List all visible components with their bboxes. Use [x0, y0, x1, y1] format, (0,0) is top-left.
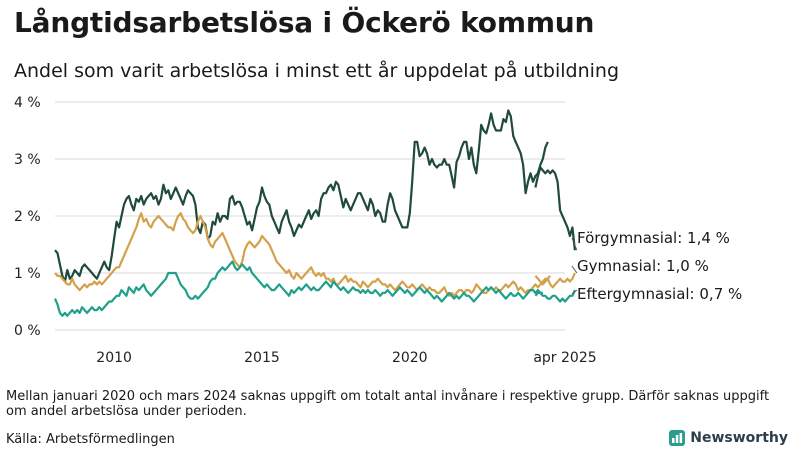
label-connector: [571, 265, 578, 274]
chart-title: Långtidsarbetslösa i Öckerö kommun: [14, 6, 595, 39]
series-line-eftergymnasial: [53, 260, 543, 317]
source-text: Källa: Arbetsförmedlingen: [6, 432, 175, 447]
footnote: Mellan januari 2020 och mars 2024 saknas…: [6, 389, 770, 419]
x-tick-label: 2015: [244, 350, 280, 366]
series-end-label: Gymnasial: 1,0 %: [577, 257, 709, 275]
chart-series: [53, 109, 576, 317]
series-end-label: Eftergymnasial: 0,7 %: [577, 285, 742, 303]
chart-subtitle: Andel som varit arbetslösa i minst ett å…: [14, 60, 620, 82]
x-tick-label: apr 2025: [533, 350, 596, 366]
brand-name: Newsworthy: [690, 430, 788, 446]
series-end-label: Förgymnasial: 1,4 %: [577, 229, 730, 247]
y-tick-label: 4 %: [14, 95, 41, 111]
y-tick-label: 3 %: [14, 152, 41, 168]
x-tick-label: 2010: [96, 350, 132, 366]
series-line-förgymnasial: [534, 166, 576, 251]
y-axis: 0 % 1 % 2 % 3 % 4 %: [14, 95, 41, 339]
series-line-gymnasial: [54, 212, 552, 297]
y-tick-label: 2 %: [14, 209, 41, 225]
brand-logo[interactable]: Newsworthy: [669, 430, 788, 446]
chart-grid: [55, 101, 565, 331]
series-line-förgymnasial: [54, 109, 549, 283]
y-tick-label: 1 %: [14, 266, 41, 282]
y-tick-label: 0 %: [14, 323, 41, 339]
x-tick-label: 2020: [392, 350, 428, 366]
label-connector: [571, 237, 578, 251]
newsworthy-logo-icon: [669, 430, 686, 446]
series-line-gymnasial: [534, 272, 576, 289]
label-connector: [571, 289, 578, 295]
series-line-eftergymnasial: [534, 289, 576, 303]
series-end-labels: Förgymnasial: 1,4 % Gymnasial: 1,0 % Efter…: [571, 229, 742, 303]
x-axis: 2010 2015 2020 apr 2025: [96, 350, 596, 366]
